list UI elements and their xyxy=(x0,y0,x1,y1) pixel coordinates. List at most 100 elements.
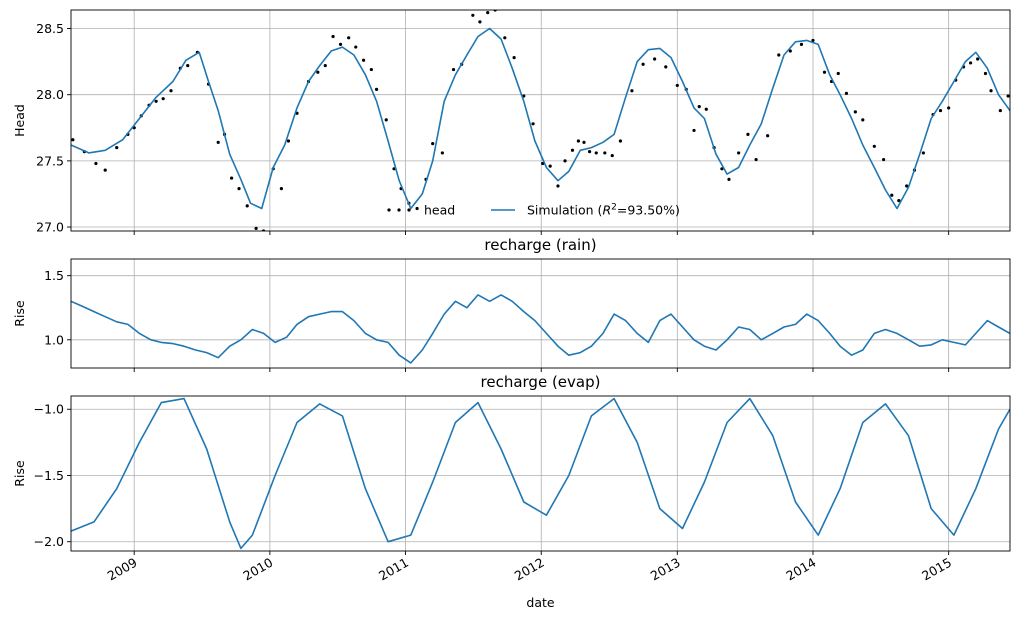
head-point xyxy=(216,140,220,144)
head-observations xyxy=(71,10,1010,231)
head-point xyxy=(415,206,419,211)
plot-area xyxy=(71,397,1010,550)
legend-dot xyxy=(387,208,391,212)
head-point xyxy=(503,36,507,40)
head-point xyxy=(897,198,901,203)
head-point xyxy=(861,118,865,122)
head-point xyxy=(384,118,388,122)
y-tick-label: −2.0 xyxy=(34,534,64,549)
recharge-rain-panel: 1.0 1.5 Rise recharge (rain) xyxy=(12,236,1011,372)
head-point xyxy=(279,187,284,191)
head-point xyxy=(938,108,943,113)
head-point xyxy=(603,151,607,155)
head-point xyxy=(440,151,444,155)
head-point xyxy=(570,148,575,152)
head-point xyxy=(563,159,567,163)
head-point xyxy=(921,151,925,155)
head-point xyxy=(777,53,781,57)
head-point xyxy=(697,105,701,109)
head-point xyxy=(737,151,741,155)
head-point xyxy=(983,71,988,76)
head-point xyxy=(186,63,190,68)
y-tick-label: 28.5 xyxy=(36,21,64,36)
legend-label-simulation: Simulation (R2=93.50%) xyxy=(527,203,680,218)
head-point xyxy=(431,142,435,146)
head-point xyxy=(237,187,241,191)
y-axis-label: Rise xyxy=(12,300,27,327)
head-point xyxy=(512,56,516,60)
legend-label-head: head xyxy=(424,203,455,218)
head-point xyxy=(594,151,598,155)
head-point xyxy=(653,57,657,61)
head-point xyxy=(630,89,634,93)
head-point xyxy=(323,63,327,68)
head-point xyxy=(976,57,980,61)
head-point xyxy=(882,157,886,162)
y-tick-label: 28.0 xyxy=(36,87,64,102)
head-point xyxy=(115,146,119,150)
head-point xyxy=(245,204,249,208)
head-point xyxy=(587,149,592,154)
head-point xyxy=(354,45,358,49)
head-point xyxy=(169,89,173,93)
head-point xyxy=(836,71,840,76)
head-point xyxy=(766,134,770,138)
head-point xyxy=(154,99,158,103)
gridlines xyxy=(71,259,1010,368)
gridlines xyxy=(71,396,1010,551)
head-point xyxy=(641,62,645,66)
x-axis-label: date xyxy=(526,595,554,610)
head-point xyxy=(71,138,75,142)
x-tick-label: 2013 xyxy=(648,555,683,584)
head-point xyxy=(618,139,623,143)
y-tick-label: 27.0 xyxy=(36,220,64,235)
head-point xyxy=(905,184,909,188)
recharge-evap-panel: −2.0 −1.5 −1.0 Rise recharge (evap) 2009 2010 2… xyxy=(12,373,1011,610)
head-point xyxy=(704,107,708,111)
head-point xyxy=(853,110,857,114)
head-point xyxy=(548,164,552,168)
head-point xyxy=(720,167,724,171)
series-line xyxy=(71,294,1010,364)
head-point xyxy=(338,42,343,47)
head-point xyxy=(968,61,973,65)
y-tick-label: −1.0 xyxy=(34,402,64,417)
head-point xyxy=(94,161,98,166)
head-point xyxy=(675,83,679,88)
head-point xyxy=(254,226,258,230)
y-tick-label: −1.5 xyxy=(34,468,64,483)
x-tick-label: 2012 xyxy=(512,555,547,584)
head-point xyxy=(727,177,731,181)
head-point xyxy=(369,67,373,72)
head-panel: 27.0 27.5 28.0 28.5 Head head Simulation (R2=9… xyxy=(12,9,1011,235)
axes-frame xyxy=(70,258,1011,369)
head-point xyxy=(486,11,490,15)
legend-marker-head xyxy=(387,208,411,212)
head-point xyxy=(161,97,165,101)
head-point xyxy=(331,34,335,39)
head-point xyxy=(582,140,586,144)
head-point xyxy=(531,122,535,126)
x-tick-label: 2014 xyxy=(783,555,818,584)
legend-dot xyxy=(397,208,401,212)
head-point xyxy=(664,65,668,69)
head-point xyxy=(844,91,849,95)
head-point xyxy=(229,176,234,180)
series-line xyxy=(71,397,1010,550)
panel-title: recharge (rain) xyxy=(484,236,596,254)
head-point xyxy=(872,144,876,148)
y-tick-label: 1.0 xyxy=(44,332,64,347)
head-point xyxy=(478,20,482,24)
head-point xyxy=(103,168,107,172)
head-point xyxy=(754,157,758,162)
head-point xyxy=(471,13,475,17)
y-axis-label: Head xyxy=(12,104,27,137)
head-point xyxy=(374,87,379,92)
legend-dot xyxy=(407,208,411,212)
head-point xyxy=(811,38,815,43)
head-point xyxy=(746,132,750,136)
head-point xyxy=(316,70,320,74)
head-point xyxy=(947,106,951,110)
head-point xyxy=(890,193,894,197)
